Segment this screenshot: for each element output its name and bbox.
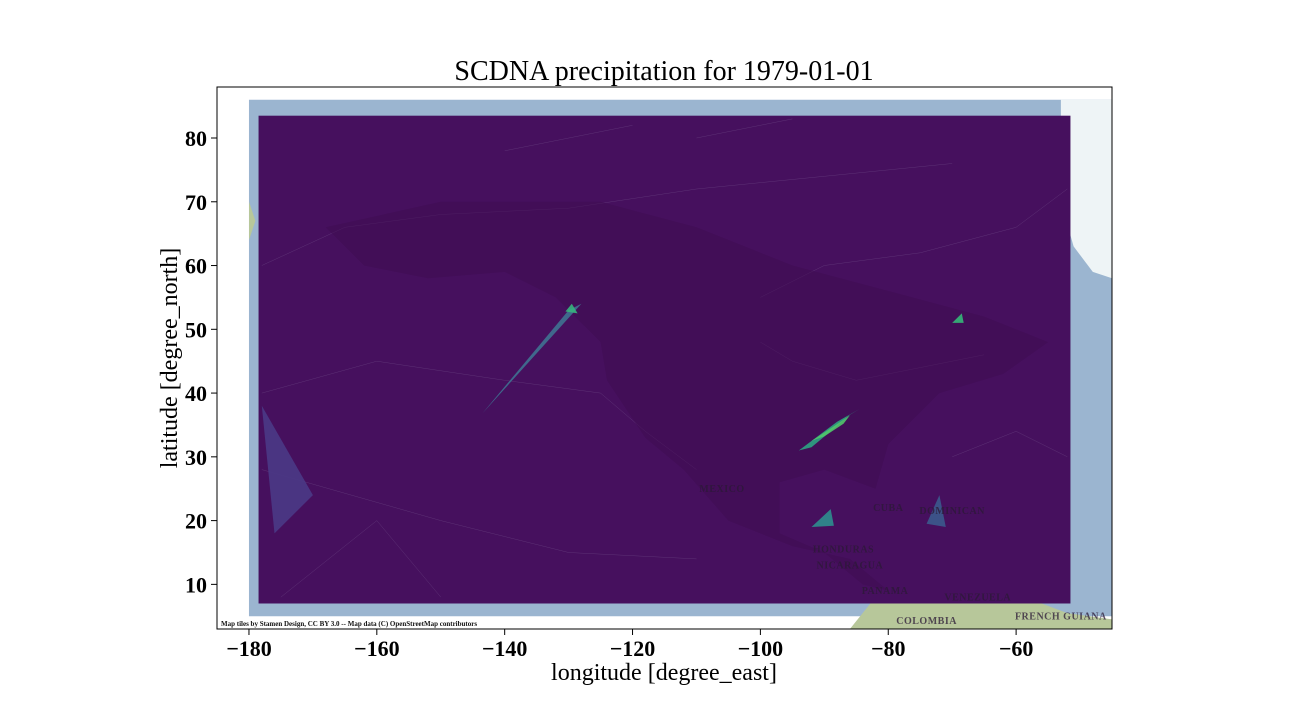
mesh-edge-12 — [376, 520, 441, 598]
place-label-french-guiana: FRENCH GUIANA — [1015, 611, 1107, 622]
mesh-edge-15 — [824, 252, 921, 266]
chart-title: SCDNA precipitation for 1979-01-01 — [454, 56, 873, 87]
y-axis-label: latitude [degree_north] — [157, 248, 183, 469]
mesh-edge-5 — [824, 163, 953, 177]
x-tick-label--100: −100 — [738, 636, 784, 661]
place-label-nicaragua: NICARAGUA — [817, 560, 884, 571]
mesh-edge-7 — [376, 360, 505, 381]
x-tick-label--60: −60 — [999, 636, 1034, 661]
y-tick-label-10: 10 — [185, 572, 207, 597]
highlight-cell-newfoundland-spot — [952, 313, 964, 323]
y-tick-label-20: 20 — [185, 509, 207, 534]
place-label-panama: PANAMA — [862, 586, 909, 597]
x-tick-label--160: −160 — [354, 636, 400, 661]
place-label-venezuela: VENEZUELA — [944, 592, 1011, 603]
mesh-edge-8 — [504, 380, 601, 394]
y-tick-label-70: 70 — [185, 190, 207, 215]
highlight-cell-pacific-northwest-wedge — [482, 303, 582, 414]
x-tick-label--140: −140 — [482, 636, 528, 661]
mesh-edge-27 — [1015, 431, 1068, 458]
mesh-edge-11 — [568, 552, 697, 560]
x-axis: −180 −160 −140 −120 −100 −80 −60 — [226, 629, 1033, 661]
x-axis-label: longitude [degree_east] — [551, 660, 777, 686]
basemap-attribution: Map tiles by Stamen Design, CC BY 3.0 --… — [221, 620, 477, 628]
highlight-cell-west-pacific-wedge — [261, 405, 313, 534]
mesh-edge-10 — [440, 520, 569, 553]
highlight-cell-alaska-panhandle-spot — [565, 303, 578, 314]
mesh-edge-19 — [504, 125, 633, 152]
place-label-dominican: DOMINICAN — [919, 506, 985, 517]
y-tick-label-80: 80 — [185, 126, 207, 151]
y-tick-label-50: 50 — [185, 317, 207, 342]
y-tick-label-40: 40 — [185, 381, 207, 406]
mesh-edge-4 — [696, 176, 825, 190]
highlight-cell-gulf-of-honduras-spot — [811, 509, 834, 527]
y-axis: 10 20 30 40 50 60 70 80 — [185, 126, 217, 597]
mesh-edge-0 — [261, 227, 346, 266]
plot-area: MEXICO CUBA DOMINICAN HONDURAS NICARAGUA PANA… — [217, 87, 1112, 629]
mesh-edge-16 — [920, 227, 1017, 254]
x-tick-label--80: −80 — [871, 636, 906, 661]
highlight-cell-caribbean-wedge — [926, 495, 946, 527]
mesh-edge-26 — [952, 431, 1017, 458]
y-tick-label-60: 60 — [185, 254, 207, 279]
mesh-edge-17 — [1015, 188, 1068, 228]
place-label-colombia: COLOMBIA — [896, 616, 957, 627]
plot-frame — [216, 86, 1113, 630]
mesh-edge-18 — [696, 118, 793, 139]
x-tick-label--180: −180 — [226, 636, 272, 661]
mesh-edge-13 — [280, 520, 377, 598]
precipitation-field — [258, 115, 1071, 604]
place-label-cuba: CUBA — [873, 503, 904, 514]
place-label-honduras: HONDURAS — [813, 544, 874, 555]
place-label-mexico: MEXICO — [699, 484, 744, 495]
y-tick-label-30: 30 — [185, 445, 207, 470]
basemap-chukotka-land — [249, 201, 256, 240]
mesh-edge-6 — [261, 360, 377, 394]
basemap-place-labels: MEXICO CUBA DOMINICAN HONDURAS NICARAGUA PANA… — [699, 484, 1107, 627]
x-tick-label--120: −120 — [610, 636, 656, 661]
basemap-greenland-ice — [1060, 99, 1112, 279]
dense-station-region — [325, 201, 1049, 591]
